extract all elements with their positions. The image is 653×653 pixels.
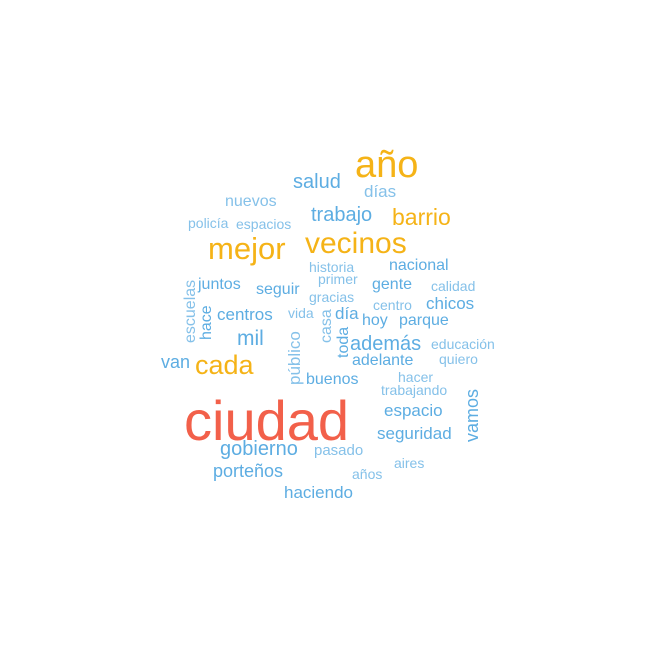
- word-hacer: hacer: [398, 369, 434, 385]
- word-vida: vida: [288, 305, 314, 321]
- word-ciudad: ciudad: [184, 389, 350, 452]
- word-policia: policía: [188, 215, 229, 231]
- word-vecinos: vecinos: [305, 227, 407, 260]
- word-historia: historia: [309, 259, 355, 275]
- word-cada: cada: [195, 350, 254, 380]
- word-ademas: además: [350, 333, 422, 355]
- word-trabajando: trabajando: [381, 382, 448, 398]
- word-dias: días: [364, 182, 397, 201]
- word-juntos: juntos: [198, 276, 241, 293]
- word-seguridad: seguridad: [377, 424, 452, 443]
- word-nacional: nacional: [389, 257, 449, 274]
- word-centros: centros: [217, 305, 273, 324]
- word-gracias: gracias: [309, 289, 355, 305]
- word-mejor: mejor: [208, 231, 286, 266]
- word-educacion: educación: [431, 336, 495, 352]
- word-hoy: hoy: [362, 312, 388, 329]
- word-aires: aires: [394, 455, 425, 471]
- word-buenos: buenos: [306, 371, 359, 388]
- word-hace: hace: [198, 305, 215, 340]
- word-parque: parque: [399, 312, 449, 329]
- word-vamos: vamos: [462, 388, 482, 442]
- word-seguir: seguir: [256, 281, 300, 298]
- word-ano: año: [355, 144, 419, 186]
- word-publico: público: [285, 331, 304, 385]
- word-adelante: adelante: [352, 352, 414, 369]
- word-primer: primer: [318, 271, 358, 287]
- word-espacios: espacios: [236, 216, 292, 232]
- word-escuelas: escuelas: [182, 279, 199, 343]
- word-mil: mil: [237, 327, 264, 350]
- word-espacio: espacio: [384, 401, 443, 420]
- word-pasado: pasado: [314, 442, 364, 459]
- word-anos: años: [352, 466, 383, 482]
- word-gente: gente: [372, 276, 413, 293]
- word-gobierno: gobierno: [220, 438, 298, 460]
- word-dia: día: [335, 304, 359, 323]
- word-nuevos: nuevos: [225, 193, 277, 210]
- word-barrio: barrio: [392, 204, 451, 230]
- word-centro: centro: [373, 297, 412, 313]
- word-casa: casa: [318, 309, 335, 343]
- word-portenos: porteños: [213, 461, 284, 481]
- word-calidad: calidad: [431, 278, 476, 294]
- word-salud: salud: [293, 171, 341, 193]
- word-quiero: quiero: [439, 351, 478, 367]
- word-chicos: chicos: [426, 294, 475, 313]
- word-haciendo: haciendo: [284, 483, 354, 502]
- word-trabajo: trabajo: [311, 204, 373, 226]
- word-van: van: [161, 352, 191, 372]
